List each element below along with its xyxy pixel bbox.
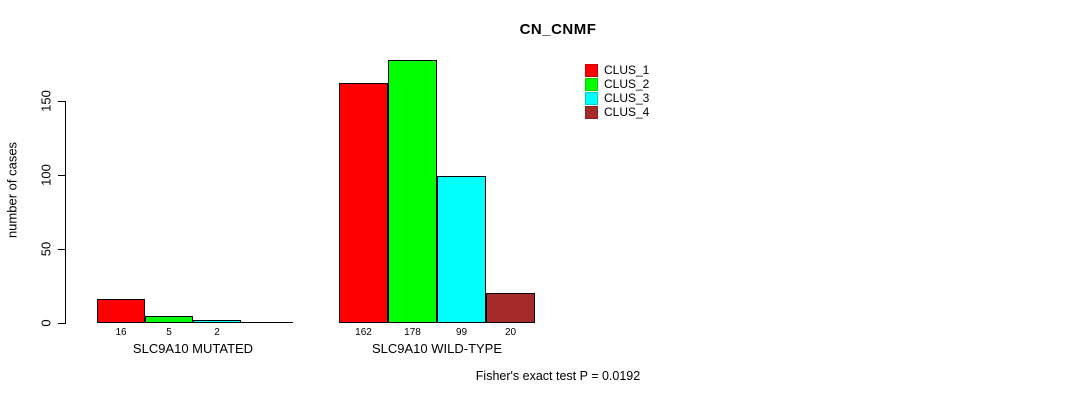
y-axis-label: number of cases <box>4 141 20 239</box>
y-tick <box>58 175 65 176</box>
x-category-label: SLC9A10 MUTATED <box>132 341 254 356</box>
statistical-test-note: Fisher's exact test P = 0.0192 <box>475 369 641 383</box>
legend: CLUS_1 CLUS_2 CLUS_3 CLUS_4 <box>585 63 649 119</box>
y-tick-label: 50 <box>38 241 54 257</box>
y-tick <box>58 249 65 250</box>
legend-item-clus_3: CLUS_3 <box>585 91 649 105</box>
legend-label: CLUS_4 <box>604 105 650 119</box>
legend-item-clus_2: CLUS_2 <box>585 77 649 91</box>
y-tick-label: 100 <box>38 164 54 186</box>
bar-value-label: 2 <box>214 327 220 338</box>
bar-clus_3-wildtype <box>437 176 486 323</box>
bar-value-label: 20 <box>504 327 517 338</box>
x-category-label: SLC9A10 WILD-TYPE <box>371 341 503 356</box>
chart-title: CN_CNMF <box>519 21 597 38</box>
legend-item-clus_4: CLUS_4 <box>585 105 649 119</box>
bar-value-label: 16 <box>115 327 127 338</box>
bar-clus_1-mutated <box>97 299 145 323</box>
legend-label: CLUS_1 <box>604 63 650 77</box>
y-tick-label: 0 <box>38 319 54 327</box>
legend-swatch-icon <box>585 63 598 77</box>
legend-label: CLUS_2 <box>604 77 650 91</box>
bar-value-label: 162 <box>355 327 372 338</box>
bar-clus_4-wildtype <box>486 293 535 323</box>
legend-swatch-icon <box>585 105 598 119</box>
bar-value-label: 5 <box>166 327 172 338</box>
bar-clus_2-mutated <box>145 316 193 323</box>
bar-value-label: 178 <box>404 327 421 338</box>
y-tick-label: 150 <box>38 90 54 112</box>
bar-clus_2-wildtype <box>388 60 437 323</box>
bar-clus_1-wildtype <box>339 83 388 323</box>
bar-clus_3-mutated <box>193 320 241 323</box>
zero-height-bar <box>241 322 293 323</box>
legend-swatch-icon <box>585 91 598 105</box>
legend-item-clus_1: CLUS_1 <box>585 63 649 77</box>
legend-swatch-icon <box>585 77 598 91</box>
y-tick <box>58 323 65 324</box>
bar-value-label: 99 <box>455 327 468 338</box>
legend-label: CLUS_3 <box>604 91 650 105</box>
y-axis-line <box>65 101 66 324</box>
y-tick <box>58 101 65 102</box>
